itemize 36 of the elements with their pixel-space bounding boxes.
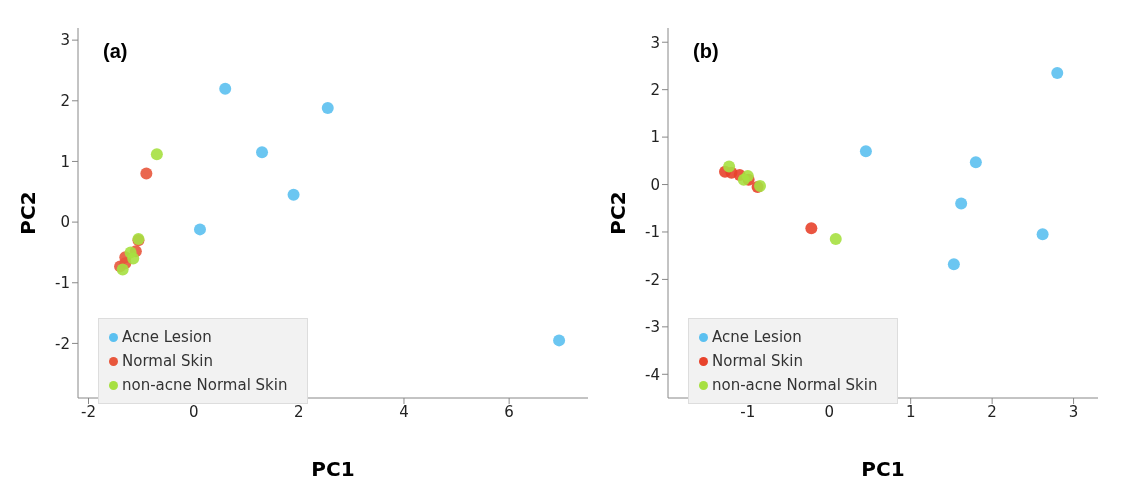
x-tick-label: 6 — [504, 402, 514, 421]
y-tick-label: -1 — [645, 223, 660, 242]
x-axis-title: PC1 — [861, 457, 905, 482]
y-tick-label: -4 — [645, 365, 660, 384]
legend-label: Acne Lesion — [122, 328, 212, 346]
x-tick-label: 3 — [1068, 402, 1079, 421]
legend-label: non-acne Normal Skin — [712, 376, 878, 394]
x-tick-label: 2 — [987, 402, 997, 421]
y-axis-title: PC2 — [16, 191, 41, 235]
legend-label: Acne Lesion — [712, 328, 802, 346]
x-tick-label: -1 — [740, 402, 756, 421]
y-tick-label: 2 — [60, 92, 70, 111]
text: (a) — [103, 40, 128, 62]
y-tick-label: -3 — [645, 318, 660, 337]
legend-label: Normal Skin — [122, 352, 213, 370]
x-tick-label: 0 — [188, 402, 199, 421]
legend-label: Normal Skin — [712, 352, 803, 370]
x-tick-label: -2 — [81, 402, 96, 421]
text: (b) — [693, 40, 719, 62]
x-tick-label: 2 — [294, 402, 304, 421]
y-tick-label: 0 — [650, 175, 660, 194]
x-tick-label: 1 — [905, 402, 916, 421]
y-tick-label: -1 — [55, 274, 70, 293]
y-tick-label: 0 — [60, 213, 70, 232]
x-tick-label: 0 — [824, 402, 835, 421]
y-tick-label: 3 — [650, 33, 660, 52]
y-tick-label: -2 — [645, 270, 660, 289]
x-axis-title: PC1 — [311, 457, 355, 482]
y-axis-title: PC2 — [606, 191, 631, 235]
legend-label: non-acne Normal Skin — [122, 376, 288, 394]
y-tick-label: 3 — [60, 31, 70, 50]
y-tick-label: -2 — [55, 334, 70, 353]
y-tick-label: 1 — [650, 128, 660, 147]
x-tick-label: 4 — [399, 402, 409, 421]
y-tick-label: 2 — [650, 80, 660, 99]
y-tick-label: 1 — [60, 152, 70, 171]
